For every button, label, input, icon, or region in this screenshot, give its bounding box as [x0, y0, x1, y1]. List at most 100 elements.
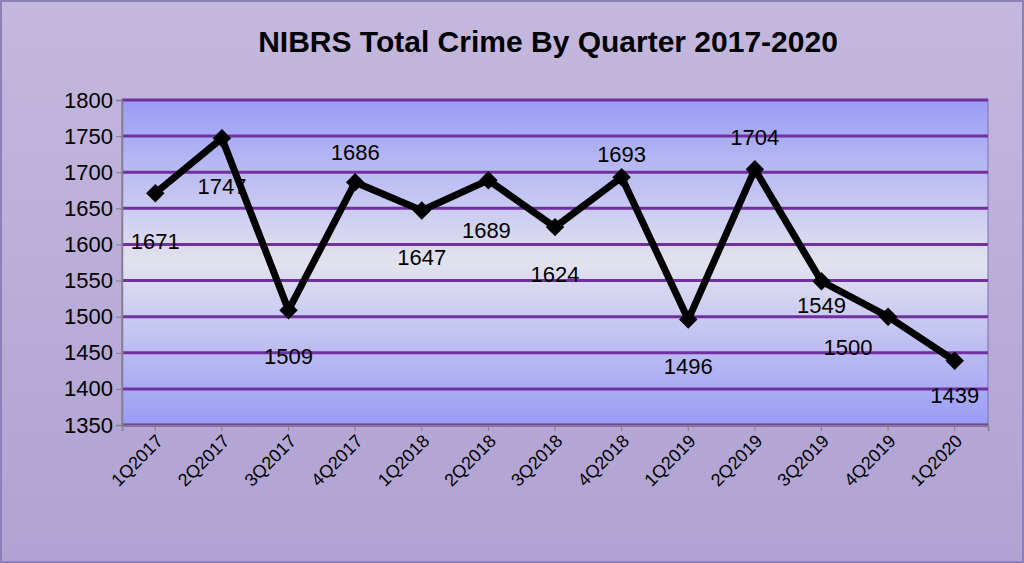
title: NIBRS Total Crime By Quarter 2017-2020: [258, 25, 838, 58]
marker: [346, 173, 364, 191]
grid: [122, 100, 988, 425]
x-tick: 3Q2017: [241, 425, 300, 490]
data-label: 1689: [462, 218, 511, 243]
y-tick: 1500: [64, 304, 122, 329]
x-axis-line: [123, 426, 989, 432]
marker: [413, 201, 431, 219]
x-tick-mark: [288, 425, 289, 431]
y-tick: 1450: [64, 340, 122, 365]
y-tick-mark: [116, 136, 122, 137]
x-tick-label: 1Q2019: [640, 431, 699, 490]
series: [146, 129, 964, 370]
chart: NIBRS Total Crime By Quarter 2017-2020 13…: [0, 0, 1024, 563]
x-tick-mark: [555, 425, 556, 431]
x-tick-label: 1Q2017: [107, 431, 166, 490]
data-label: 1549: [797, 293, 846, 318]
y-tick-label: 1350: [64, 413, 113, 438]
data-label: 1693: [597, 142, 646, 167]
x-tick: 4Q2019: [840, 425, 899, 490]
y-tick: 1650: [64, 196, 122, 221]
x-tick: 2Q2018: [440, 425, 499, 490]
y-tick-label: 1500: [64, 304, 113, 329]
plot: 1350140014501500155016001650170017501800…: [64, 88, 988, 491]
x-tick-label: 2Q2017: [174, 431, 233, 490]
x-tick-mark: [621, 425, 622, 431]
data-label: 1500: [824, 335, 873, 360]
y-tick-mark: [116, 172, 122, 173]
y-tick-mark: [116, 389, 122, 390]
x-tick-label: 4Q2017: [307, 431, 366, 490]
y-tick: 1750: [64, 124, 122, 149]
x-tick-mark: [688, 425, 689, 431]
grid-line: [122, 243, 988, 246]
x-tick-label: 2Q2019: [707, 431, 766, 490]
grid-line: [122, 315, 988, 318]
x-tick: 1Q2018: [374, 425, 433, 490]
x-tick-label: 4Q2019: [840, 431, 899, 490]
y-tick-label: 1450: [64, 340, 113, 365]
grid-line: [122, 99, 988, 102]
y-tick: 1350: [64, 413, 122, 438]
x-tick-label: 3Q2018: [507, 431, 566, 490]
y-tick-label: 1550: [64, 268, 113, 293]
x-tick: 4Q2017: [307, 425, 366, 490]
y-tick-mark: [116, 281, 122, 282]
y-axis-line: [116, 101, 123, 426]
data-labels: 1671174715091686164716891624169314961704…: [131, 125, 979, 407]
data-label: 1671: [131, 229, 180, 254]
x-tick-mark: [821, 425, 822, 431]
x-tick: 2Q2019: [707, 425, 766, 490]
y-axis: 1350140014501500155016001650170017501800: [64, 88, 122, 438]
x-tick-mark: [155, 425, 156, 431]
marker: [146, 184, 164, 202]
x-tick: 2Q2017: [174, 425, 233, 490]
x-tick-label: 1Q2018: [374, 431, 433, 490]
data-label: 1509: [264, 344, 313, 369]
marker: [945, 352, 963, 370]
y-tick-label: 1650: [64, 196, 113, 221]
data-label: 1747: [197, 174, 246, 199]
data-label: 1704: [730, 125, 779, 150]
marker: [279, 301, 297, 319]
grid-line: [122, 387, 988, 390]
x-tick-label: 3Q2017: [241, 431, 300, 490]
x-tick-label: 1Q2020: [907, 431, 966, 490]
x-tick-mark: [488, 425, 489, 431]
marker: [213, 129, 231, 147]
y-tick: 1600: [64, 232, 122, 257]
y-tick-mark: [116, 208, 122, 209]
x-tick-label: 4Q2018: [574, 431, 633, 490]
marker: [612, 168, 630, 186]
y-tick-label: 1600: [64, 232, 113, 257]
x-tick-mark: [754, 425, 755, 431]
marker: [479, 171, 497, 189]
y-tick: 1700: [64, 160, 122, 185]
y-tick-mark: [116, 100, 122, 101]
y-tick-label: 1700: [64, 160, 113, 185]
x-tick: 4Q2018: [574, 425, 633, 490]
x-tick-mark: [888, 425, 889, 431]
x-tick-mark: [421, 425, 422, 431]
x-axis: 1Q20172Q20173Q20174Q20171Q20182Q20183Q20…: [107, 425, 988, 490]
y-tick-mark: [116, 244, 122, 245]
marker: [879, 307, 897, 325]
y-tick-mark: [116, 353, 122, 354]
x-tick: 1Q2019: [640, 425, 699, 490]
grid-line: [122, 171, 988, 174]
y-tick: 1800: [64, 88, 122, 113]
x-tick-mark: [954, 425, 955, 431]
x-tick-label: 2Q2018: [440, 431, 499, 490]
y-tick-label: 1750: [64, 124, 113, 149]
x-tick-mark: [221, 425, 222, 431]
grid-line: [122, 135, 988, 138]
x-tick: 3Q2018: [507, 425, 566, 490]
x-tick-label: 3Q2019: [774, 431, 833, 490]
data-label: 1686: [331, 140, 380, 165]
data-label: 1496: [664, 354, 713, 379]
x-tick: 1Q2017: [107, 425, 166, 490]
line: [155, 138, 954, 360]
data-label: 1439: [930, 383, 979, 408]
marker: [679, 310, 697, 328]
data-label: 1647: [397, 245, 446, 270]
plot-area: [122, 100, 988, 425]
